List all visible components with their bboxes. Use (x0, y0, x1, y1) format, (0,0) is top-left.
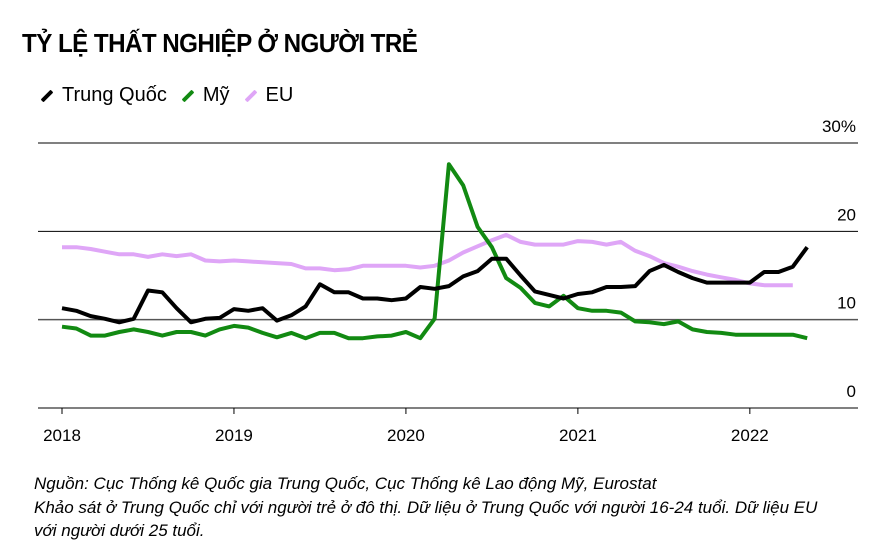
x-tick-label: 2021 (559, 426, 597, 445)
series-line-eu (62, 232, 793, 288)
y-tick-label: 0 (847, 382, 856, 401)
x-tick-label: 2018 (43, 426, 81, 445)
legend: Trung Quốc Mỹ EU (40, 84, 307, 107)
legend-label-china: Trung Quốc (62, 84, 167, 106)
footnote-note: Khảo sát ở Trung Quốc chỉ với người trẻ … (34, 497, 818, 517)
y-tick-label: 30% (822, 117, 856, 136)
x-tick-label: 2022 (731, 426, 769, 445)
x-tick-label: 2020 (387, 426, 425, 445)
series-line-us (61, 162, 808, 341)
legend-label-us: Mỹ (202, 84, 230, 106)
x-tick-label: 2019 (215, 426, 253, 445)
y-tick-label: 10 (837, 294, 856, 313)
legend-label-eu: EU (265, 84, 294, 106)
y-tick-label: 20 (837, 205, 856, 224)
legend-item-eu: EU (244, 84, 294, 107)
series-line-china (61, 246, 809, 325)
legend-item-china: Trung Quốc (40, 84, 167, 107)
line-chart: 0 10 20 30% 2018 2019 2020 2021 2022 (38, 117, 858, 445)
footnote-note-cont: với người dưới 25 tuổi. (34, 521, 205, 540)
legend-item-us: Mỹ (181, 84, 230, 107)
footnote: Nguồn: Cục Thống kê Quốc gia Trung Quốc,… (34, 472, 890, 543)
footnote-source: Nguồn: Cục Thống kê Quốc gia Trung Quốc,… (34, 474, 657, 493)
chart-title: TỶ LỆ THẤT NGHIỆP Ở NGƯỜI TRẺ (22, 28, 418, 58)
